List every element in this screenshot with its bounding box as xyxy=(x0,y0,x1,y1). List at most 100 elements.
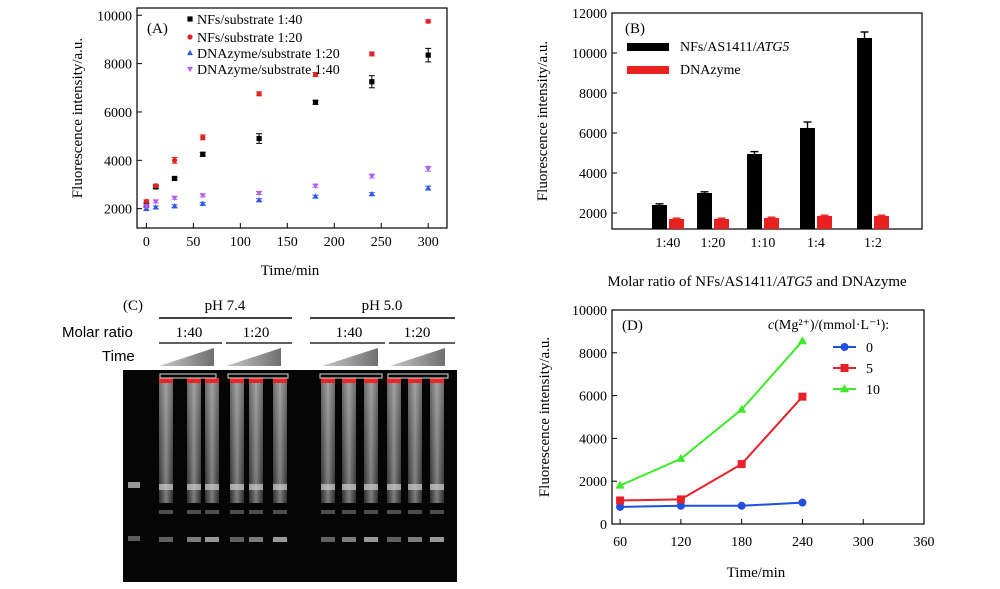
gel-band-bottom xyxy=(364,537,378,542)
time-wedge-4 xyxy=(390,348,445,366)
gel-band-bottom xyxy=(159,537,173,542)
data-point xyxy=(256,197,263,203)
data-point xyxy=(171,175,178,182)
gel-well-red xyxy=(387,378,401,383)
y-axis-label: Fluorescence intensity/a.u. xyxy=(537,337,553,497)
legend-marker xyxy=(187,66,193,73)
data-point xyxy=(171,157,178,163)
bar xyxy=(652,205,667,229)
y-tick-label: 4000 xyxy=(579,167,607,182)
y-tick-label: 6000 xyxy=(579,127,607,142)
gel-band-low xyxy=(408,510,422,514)
gel-band-bottom xyxy=(408,537,422,542)
y-tick-label: 8000 xyxy=(579,347,607,362)
legend-label: DNAzyme/substrate 1:20 xyxy=(197,47,340,62)
gel-lane-glow xyxy=(408,383,422,503)
data-point xyxy=(171,195,178,201)
data-point xyxy=(798,498,807,507)
bar xyxy=(874,216,889,229)
gel-marker-band xyxy=(128,482,140,488)
gel-band-mid xyxy=(249,484,263,490)
y-tick-label: 10000 xyxy=(572,47,607,62)
gel-band-mid xyxy=(230,484,244,490)
x-tick-label: 50 xyxy=(186,235,200,250)
data-point xyxy=(312,99,319,105)
gel-band-bottom xyxy=(205,537,219,542)
x-category-label: 1:4 xyxy=(807,236,825,251)
data-point xyxy=(676,453,686,462)
series-dnazyme xyxy=(669,214,889,229)
gel-lane-glow xyxy=(273,383,287,503)
series-mg-5 xyxy=(616,392,807,505)
x-tick-label: 300 xyxy=(418,235,439,250)
data-point xyxy=(200,151,206,157)
gel-band-mid xyxy=(187,484,201,490)
plot-frame xyxy=(136,7,448,229)
data-point xyxy=(616,502,625,511)
gel-lane-glow xyxy=(321,383,335,503)
legend-label: NFs/substrate 1:20 xyxy=(197,31,302,46)
x-tick-label: 360 xyxy=(914,535,935,550)
data-point xyxy=(153,183,159,189)
legend-swatch xyxy=(627,43,669,51)
plot-frame xyxy=(611,309,925,525)
gel-band-mid xyxy=(387,484,401,490)
gel-well-frame xyxy=(319,373,383,379)
gel-well-red xyxy=(159,378,173,383)
y-tick-label: 10000 xyxy=(572,304,607,319)
panel-c-label: (C) xyxy=(123,298,143,314)
series-nfs-as1411-atg5 xyxy=(652,31,872,229)
gel-lane-glow xyxy=(159,383,173,503)
time-wedge-1 xyxy=(159,348,214,366)
y-tick-label: 4000 xyxy=(579,432,607,447)
data-point xyxy=(737,501,746,510)
y-tick-label: 8000 xyxy=(104,58,132,73)
legend-label: 10 xyxy=(866,383,880,398)
group-label-ph74: pH 7.4 xyxy=(205,298,246,314)
gel-band-low xyxy=(230,510,244,514)
legend-marker xyxy=(840,343,849,351)
x-category-label: 1:20 xyxy=(701,236,726,251)
series-line xyxy=(619,340,804,487)
group-label-ph50: pH 5.0 xyxy=(362,298,403,314)
gel-well-red xyxy=(408,378,422,383)
data-point xyxy=(676,495,685,504)
series-line xyxy=(620,396,804,502)
gel-band-mid xyxy=(364,484,378,490)
y-axis-label: Fluorescence intensity/a.u. xyxy=(70,38,86,198)
gel-well-red xyxy=(321,378,335,383)
gel-band-low xyxy=(205,510,219,514)
gel-well-frame xyxy=(227,373,289,379)
data-point xyxy=(425,18,431,24)
legend-marker xyxy=(187,49,193,56)
bar xyxy=(714,219,729,229)
data-point xyxy=(368,191,375,197)
ratio-label-ph50-140: 1:40 xyxy=(336,325,363,341)
data-point xyxy=(143,198,149,205)
data-point xyxy=(152,199,159,205)
gel-lane-glow xyxy=(430,383,444,503)
gel-marker-band xyxy=(128,536,140,541)
bar xyxy=(764,218,779,229)
y-tick-label: 2000 xyxy=(579,475,607,490)
gel-well-red xyxy=(342,378,356,383)
time-wedge-2 xyxy=(226,348,281,366)
gel-well-red xyxy=(364,378,378,383)
x-tick-label: 180 xyxy=(731,535,752,550)
panel-a-scatter-chart: 0 50 100 150 200 250 300 2000 4000 6000 8000 10000 T… xyxy=(70,7,448,279)
legend-label: DNAzyme xyxy=(680,63,741,78)
x-tick-label: 300 xyxy=(853,535,874,550)
gel-band-mid xyxy=(273,484,287,490)
x-tick-label: 200 xyxy=(324,235,345,250)
gel-band-mid xyxy=(408,484,422,490)
data-point xyxy=(256,190,263,197)
data-point xyxy=(369,79,375,85)
gel-background xyxy=(123,370,457,582)
gel-lane-glow xyxy=(230,383,244,503)
data-point xyxy=(369,51,375,57)
gel-band-mid xyxy=(342,484,356,490)
gel-lane-glow xyxy=(342,383,356,503)
bar xyxy=(817,216,832,229)
x-axis-label: Time/min xyxy=(261,263,320,279)
gel-band-mid xyxy=(205,484,219,490)
